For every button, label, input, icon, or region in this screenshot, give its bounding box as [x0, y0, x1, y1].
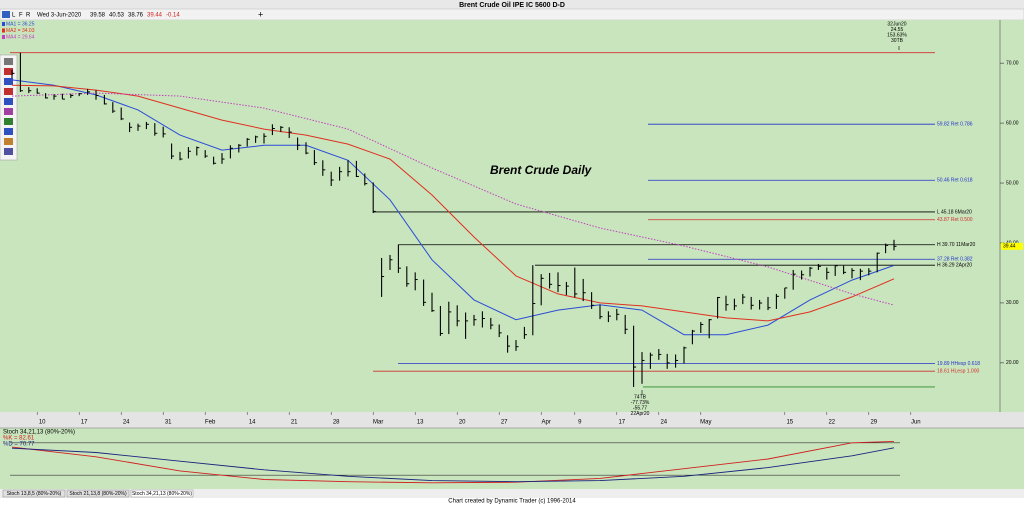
tool[interactable] — [4, 98, 13, 105]
x-tick-label: 24 — [123, 420, 130, 426]
stoch-title: Stoch 34,21,13 (80%-20%) — [3, 430, 75, 436]
level-label: 18.61 HLesp 1.000 — [937, 369, 979, 375]
tool[interactable] — [4, 78, 13, 85]
price-panel — [0, 20, 1024, 412]
tool[interactable] — [4, 128, 13, 135]
toolbar-button[interactable]: L — [12, 13, 16, 19]
swing-annotation: 30TB — [891, 38, 904, 44]
moving-average — [11, 92, 895, 306]
x-tick-label: 10 — [39, 420, 46, 426]
toolbar-button[interactable]: R — [26, 13, 31, 19]
level-label: L 45.18 6Mar20 — [937, 209, 972, 215]
swing-annotation: -55.77 — [633, 405, 647, 411]
tab-label[interactable]: Stoch 34,21,13 (80%-20%) — [132, 491, 192, 497]
x-tick-label: 22 — [828, 420, 835, 426]
level-label: 50.46 Ret 0.618 — [937, 178, 973, 184]
title-bar — [0, 0, 1024, 9]
stoch-legend: %K = 82.61 — [3, 436, 35, 442]
crosshair-icon[interactable]: + — [258, 9, 263, 19]
legend-swatch — [2, 22, 5, 26]
tab[interactable] — [2, 489, 66, 498]
tool[interactable] — [4, 138, 13, 145]
legend-swatch — [2, 35, 5, 39]
x-tick-label: Mar — [373, 420, 383, 426]
open: 39.58 — [90, 13, 106, 19]
last-price-label: 39.44 — [1003, 244, 1016, 250]
tool[interactable] — [4, 58, 13, 65]
swing-annotation: 24.55 — [891, 27, 904, 33]
tool[interactable] — [4, 88, 13, 95]
level-label: 43.87 Ret 0.500 — [937, 217, 973, 223]
x-tick-label: 15 — [786, 420, 793, 426]
tool[interactable] — [4, 148, 13, 155]
tab[interactable] — [66, 489, 130, 498]
level-label: 19.89 HHesp 0.618 — [937, 361, 980, 367]
tool[interactable] — [4, 108, 13, 115]
x-tick-label: 17 — [618, 420, 625, 426]
swing-annotation: 32Jun20 — [887, 21, 906, 27]
y-tick-label: 50.00 — [1006, 180, 1019, 186]
footer: Chart created by Dynamic Trader (c) 1996… — [448, 499, 576, 505]
y-tick-label: 60.00 — [1006, 120, 1019, 126]
legend-entry: MA2 = 34.03 — [6, 28, 35, 34]
date-axis — [0, 412, 1024, 428]
moving-average — [11, 79, 895, 336]
x-tick-label: 31 — [165, 420, 172, 426]
x-tick-label: Jun — [911, 420, 921, 426]
swing-annotation: 153.63% — [887, 32, 907, 38]
x-tick-label: 28 — [333, 420, 340, 426]
date: Wed 3-Jun-2020 — [37, 13, 82, 19]
y-tick-label: 20.00 — [1006, 360, 1019, 366]
legend-entry: MA1 = 36.25 — [6, 21, 35, 27]
tool-column — [0, 54, 18, 161]
level-label: 37.28 Ret 0.382 — [937, 257, 973, 263]
x-tick-label: 21 — [291, 420, 298, 426]
tool[interactable] — [4, 118, 13, 125]
swing-annotation: 22Apr20 — [631, 411, 650, 417]
toolbar-icon[interactable] — [2, 11, 10, 18]
level-label: 59.82 Ret 0.786 — [937, 122, 973, 128]
stoch-panel — [0, 428, 1024, 489]
tab[interactable] — [130, 489, 194, 498]
toolbar-button[interactable]: F — [19, 13, 23, 19]
close: 39.44 — [147, 13, 163, 19]
swing-annotation: 74TB — [634, 394, 647, 400]
level-label: H 36.29 2Apr20 — [937, 263, 972, 269]
legend-swatch — [2, 28, 5, 33]
x-tick-label: 13 — [417, 420, 424, 426]
change: -0.14 — [166, 13, 180, 19]
stoch-legend: %D = 70.77 — [3, 442, 35, 448]
chart-title: Brent Crude Oil IPE IC 5600 D-D — [459, 2, 565, 9]
swing-annotation: -77.73% — [631, 400, 650, 406]
x-tick-label: 27 — [501, 420, 508, 426]
y-tick-label: 70.00 — [1006, 60, 1019, 66]
level-label: H 39.70 11Mar20 — [937, 242, 975, 248]
x-tick-label: 29 — [870, 420, 877, 426]
tab-bar — [0, 489, 1024, 498]
stoch-line — [11, 447, 895, 483]
x-tick-label: 20 — [459, 420, 466, 426]
chart-annotation: Brent Crude Daily — [490, 163, 593, 177]
x-tick-label: Feb — [205, 420, 216, 426]
x-tick-label: 9 — [578, 420, 582, 426]
x-tick-label: 14 — [249, 420, 256, 426]
x-tick-label: 24 — [660, 420, 667, 426]
x-tick-label: May — [700, 420, 711, 426]
tool[interactable] — [4, 68, 13, 75]
low: 38.76 — [128, 13, 144, 19]
x-tick-label: 17 — [81, 420, 88, 426]
high: 40.53 — [109, 13, 125, 19]
moving-average — [11, 84, 895, 322]
last-price-tag — [1001, 242, 1023, 250]
tab-label[interactable]: Stoch 21,13,8 (80%-20%) — [69, 491, 127, 497]
stoch-line — [11, 440, 895, 484]
x-tick-label: Apr — [542, 420, 551, 426]
legend-entry: MA4 = 29.64 — [6, 34, 35, 40]
y-tick-label: 30.00 — [1006, 300, 1019, 306]
tab-label[interactable]: Stoch 13,8,5 (80%-20%) — [7, 491, 62, 497]
